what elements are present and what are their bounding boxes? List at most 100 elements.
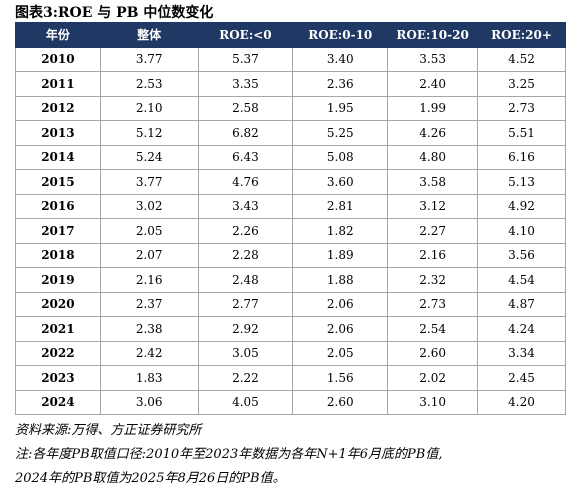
- value-cell: 5.37: [197, 46, 294, 72]
- header-cell: ROE:10-20: [387, 22, 479, 48]
- value-cell: 3.06: [99, 389, 199, 415]
- value-cell: 1.88: [292, 267, 389, 293]
- table-row: 2014 5.24 6.43 5.08 4.80 6.16: [15, 144, 566, 170]
- value-cell: 2.45: [477, 365, 566, 391]
- header-cell: 年份: [15, 22, 101, 48]
- value-cell: 4.92: [477, 193, 566, 219]
- value-cell: 2.53: [99, 71, 199, 97]
- value-cell: 2.26: [197, 218, 294, 244]
- value-cell: 3.02: [99, 193, 199, 219]
- table-row: 2023 1.83 2.22 1.56 2.02 2.45: [15, 365, 566, 391]
- value-cell: 2.02: [387, 365, 479, 391]
- value-cell: 3.43: [197, 193, 294, 219]
- value-cell: 1.82: [292, 218, 389, 244]
- value-cell: 2.06: [292, 316, 389, 342]
- value-cell: 1.99: [387, 95, 479, 121]
- value-cell: 3.25: [477, 71, 566, 97]
- value-cell: 2.92: [197, 316, 294, 342]
- value-cell: 3.77: [99, 169, 199, 195]
- table-body: 2010 3.77 5.37 3.40 3.53 4.52 2011 2.53 3.35 2.36…: [15, 46, 566, 415]
- value-cell: 6.82: [197, 120, 294, 146]
- note: 注:各年度PB取值口径:2010年至2023年数据为各年N+1年6月底的PB值,: [15, 447, 443, 462]
- source: 资料来源:万得、方正证券研究所: [15, 423, 202, 438]
- value-cell: 5.25: [292, 120, 389, 146]
- year-cell: 2024: [15, 389, 101, 415]
- value-cell: 4.76: [197, 169, 294, 195]
- value-cell: 4.20: [477, 389, 566, 415]
- year-cell: 2012: [15, 95, 101, 121]
- value-cell: 2.48: [197, 267, 294, 293]
- table-row: 2017 2.05 2.26 1.82 2.27 4.10: [15, 218, 566, 244]
- year-cell: 2015: [15, 169, 101, 195]
- value-cell: 4.87: [477, 291, 566, 317]
- value-cell: 2.07: [99, 242, 199, 268]
- value-cell: 4.24: [477, 316, 566, 342]
- value-cell: 3.10: [387, 389, 479, 415]
- header-cell: 整体: [99, 22, 199, 48]
- value-cell: 2.73: [477, 95, 566, 121]
- value-cell: 4.26: [387, 120, 479, 146]
- table-row: 2018 2.07 2.28 1.89 2.16 3.56: [15, 242, 566, 268]
- value-cell: 2.05: [99, 218, 199, 244]
- value-cell: 2.32: [387, 267, 479, 293]
- header-cell: ROE:<0: [197, 22, 294, 48]
- value-cell: 3.60: [292, 169, 389, 195]
- value-cell: 2.10: [99, 95, 199, 121]
- table-row: 2013 5.12 6.82 5.25 4.26 5.51: [15, 120, 566, 146]
- value-cell: 3.56: [477, 242, 566, 268]
- value-cell: 5.12: [99, 120, 199, 146]
- value-cell: 2.38: [99, 316, 199, 342]
- value-cell: 2.58: [197, 95, 294, 121]
- value-cell: 2.05: [292, 340, 389, 366]
- value-cell: 6.16: [477, 144, 566, 170]
- value-cell: 3.05: [197, 340, 294, 366]
- year-cell: 2023: [15, 365, 101, 391]
- table-row: 2019 2.16 2.48 1.88 2.32 4.54: [15, 267, 566, 293]
- table-row: 2020 2.37 2.77 2.06 2.73 4.87: [15, 291, 566, 317]
- value-cell: 3.35: [197, 71, 294, 97]
- value-cell: 4.54: [477, 267, 566, 293]
- value-cell: 3.40: [292, 46, 389, 72]
- value-cell: 2.40: [387, 71, 479, 97]
- value-cell: 4.80: [387, 144, 479, 170]
- value-cell: 2.60: [387, 340, 479, 366]
- value-cell: 5.51: [477, 120, 566, 146]
- table-row: 2016 3.02 3.43 2.81 3.12 4.92: [15, 193, 566, 219]
- value-cell: 2.36: [292, 71, 389, 97]
- title: 图表3:ROE 与 PB 中位数变化: [15, 5, 214, 21]
- value-cell: 2.37: [99, 291, 199, 317]
- value-cell: 2.28: [197, 242, 294, 268]
- value-cell: 2.16: [387, 242, 479, 268]
- year-cell: 2018: [15, 242, 101, 268]
- value-cell: 3.34: [477, 340, 566, 366]
- year-cell: 2020: [15, 291, 101, 317]
- year-cell: 2010: [15, 46, 101, 72]
- value-cell: 4.05: [197, 389, 294, 415]
- data-table: 年份 整体 ROE:<0 ROE:0-10 ROE:10-20 ROE:20+ 2010 3…: [15, 22, 566, 415]
- value-cell: 3.12: [387, 193, 479, 219]
- value-cell: 1.56: [292, 365, 389, 391]
- value-cell: 2.06: [292, 291, 389, 317]
- year-cell: 2019: [15, 267, 101, 293]
- value-cell: 3.58: [387, 169, 479, 195]
- year-cell: 2022: [15, 340, 101, 366]
- note: 2024年的PB取值为2025年8月26日的PB值。: [15, 471, 286, 486]
- table-row: 2022 2.42 3.05 2.05 2.60 3.34: [15, 340, 566, 366]
- value-cell: 5.08: [292, 144, 389, 170]
- value-cell: 3.77: [99, 46, 199, 72]
- value-cell: 1.83: [99, 365, 199, 391]
- value-cell: 4.10: [477, 218, 566, 244]
- year-cell: 2021: [15, 316, 101, 342]
- value-cell: 4.52: [477, 46, 566, 72]
- value-cell: 2.54: [387, 316, 479, 342]
- year-cell: 2011: [15, 71, 101, 97]
- value-cell: 6.43: [197, 144, 294, 170]
- header-cell: ROE:20+: [477, 22, 566, 48]
- year-cell: 2014: [15, 144, 101, 170]
- value-cell: 2.42: [99, 340, 199, 366]
- value-cell: 2.73: [387, 291, 479, 317]
- header-cell: ROE:0-10: [292, 22, 389, 48]
- value-cell: 5.13: [477, 169, 566, 195]
- value-cell: 2.16: [99, 267, 199, 293]
